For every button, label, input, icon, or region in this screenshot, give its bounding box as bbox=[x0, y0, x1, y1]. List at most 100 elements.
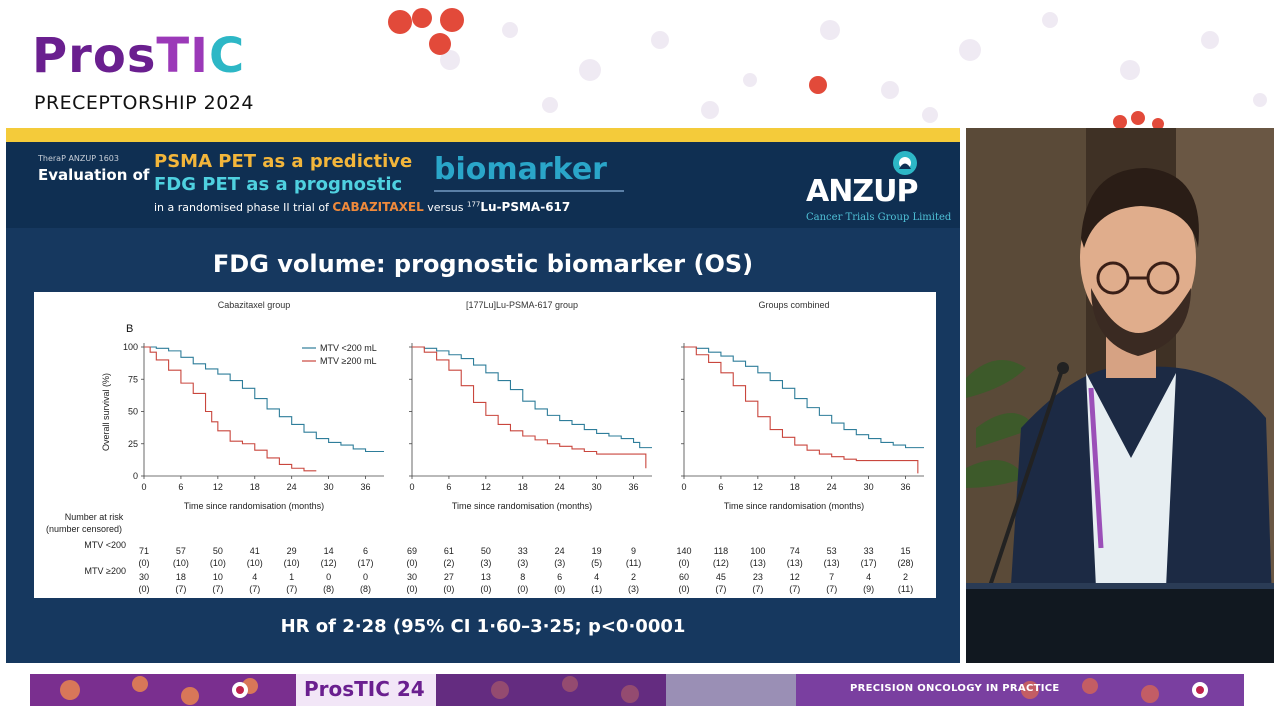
panel-title: Groups combined bbox=[758, 300, 829, 310]
risk-count-high: 1 bbox=[289, 572, 294, 582]
risk-count-high: 45 bbox=[716, 572, 726, 582]
risk-count-low: 74 bbox=[790, 546, 800, 556]
censored-count-high: (7) bbox=[789, 584, 800, 594]
km-curve-mtv-low bbox=[412, 346, 652, 449]
x-tick-label: 24 bbox=[827, 482, 837, 492]
risk-count-low: 69 bbox=[407, 546, 417, 556]
censored-count-low: (13) bbox=[787, 558, 803, 568]
prostic-brand: ProsTIC PRECEPTORSHIP 2024 bbox=[32, 28, 272, 118]
risk-count-high: 13 bbox=[481, 572, 491, 582]
y-tick-label: 25 bbox=[128, 439, 138, 449]
banner-logo-text: ProsTIC 24 bbox=[304, 677, 425, 701]
censored-count-low: (12) bbox=[713, 558, 729, 568]
risk-count-high: 2 bbox=[903, 572, 908, 582]
censored-count-low: (10) bbox=[210, 558, 226, 568]
x-tick-label: 24 bbox=[555, 482, 565, 492]
risk-count-high: 7 bbox=[829, 572, 834, 582]
risk-count-low: 118 bbox=[714, 546, 728, 556]
panel-title: Cabazitaxel group bbox=[218, 300, 291, 310]
censored-count-high: (0) bbox=[443, 584, 454, 594]
cell-background-graphic bbox=[388, 8, 1267, 128]
risk-count-high: 60 bbox=[679, 572, 689, 582]
x-tick-label: 36 bbox=[629, 482, 639, 492]
header-line-prognostic: FDG PET as a prognostic bbox=[154, 174, 403, 195]
censored-count-high: (7) bbox=[212, 584, 223, 594]
risk-count-low: 14 bbox=[324, 546, 334, 556]
censored-count-high: (7) bbox=[752, 584, 763, 594]
censored-count-low: (13) bbox=[824, 558, 840, 568]
risk-row-label-low: MTV <200 bbox=[84, 540, 126, 550]
x-tick-label: 30 bbox=[592, 482, 602, 492]
slide-title: FDG volume: prognostic biomarker (OS) bbox=[212, 250, 754, 278]
risk-count-low: 29 bbox=[287, 546, 297, 556]
risk-count-high: 23 bbox=[753, 572, 763, 582]
censored-count-high: (0) bbox=[554, 584, 565, 594]
km-curve-mtv-low bbox=[684, 346, 924, 449]
risk-count-low: 33 bbox=[864, 546, 874, 556]
presentation-slide: TheraP ANZUP 1603 Evaluation of PSMA PET… bbox=[6, 128, 960, 663]
censored-count-low: (10) bbox=[173, 558, 189, 568]
risk-count-low: 15 bbox=[901, 546, 911, 556]
risk-count-high: 30 bbox=[139, 572, 149, 582]
x-tick-label: 0 bbox=[409, 482, 414, 492]
km-curve-mtv-high bbox=[412, 346, 647, 469]
x-tick-label: 12 bbox=[213, 482, 223, 492]
x-tick-label: 6 bbox=[446, 482, 451, 492]
risk-row-label-high: MTV ≥200 bbox=[85, 566, 126, 576]
y-tick-label: 100 bbox=[123, 342, 138, 352]
risk-count-low: 61 bbox=[444, 546, 454, 556]
drug-cabazitaxel: CABAZITAXEL bbox=[332, 200, 424, 214]
km-curve-mtv-high bbox=[684, 346, 919, 474]
anzup-emblem-icon bbox=[893, 151, 917, 175]
risk-count-low: 6 bbox=[363, 546, 368, 556]
isotope-superscript: 177 bbox=[467, 200, 481, 209]
censored-count-low: (10) bbox=[284, 558, 300, 568]
censored-count-high: (0) bbox=[517, 584, 528, 594]
risk-count-high: 4 bbox=[252, 572, 257, 582]
banner-tagline: PRECISION ONCOLOGY IN PRACTICE bbox=[850, 683, 1060, 694]
risk-count-low: 50 bbox=[481, 546, 491, 556]
censored-count-high: (0) bbox=[407, 584, 418, 594]
censored-count-high: (1) bbox=[591, 584, 602, 594]
x-tick-label: 18 bbox=[250, 482, 260, 492]
legend-label-high: MTV ≥200 mL bbox=[320, 356, 376, 366]
censored-count-high: (7) bbox=[286, 584, 297, 594]
censored-count-low: (10) bbox=[247, 558, 263, 568]
censored-count-low: (28) bbox=[898, 558, 914, 568]
risk-count-low: 140 bbox=[676, 546, 691, 556]
risk-count-low: 71 bbox=[139, 546, 149, 556]
censored-count-low: (13) bbox=[750, 558, 766, 568]
preceptorship-subtitle: PRECEPTORSHIP 2024 bbox=[34, 92, 254, 114]
censored-count-high: (0) bbox=[139, 584, 150, 594]
censored-count-high: (7) bbox=[175, 584, 186, 594]
risk-count-high: 30 bbox=[407, 572, 417, 582]
risk-count-high: 27 bbox=[444, 572, 454, 582]
trial-prefix: in a randomised phase II trial of bbox=[154, 201, 329, 214]
risk-count-low: 100 bbox=[750, 546, 765, 556]
censored-count-low: (0) bbox=[139, 558, 150, 568]
speaker-video bbox=[966, 128, 1274, 663]
y-tick-label: 75 bbox=[128, 374, 138, 384]
risk-count-high: 6 bbox=[557, 572, 562, 582]
x-tick-label: 0 bbox=[141, 482, 146, 492]
x-tick-label: 24 bbox=[287, 482, 297, 492]
km-curve-mtv-low bbox=[144, 346, 384, 453]
anzup-subtitle: Cancer Trials Group Limited bbox=[806, 212, 952, 223]
risk-count-high: 4 bbox=[866, 572, 871, 582]
versus-word: versus bbox=[427, 201, 464, 214]
censored-count-low: (17) bbox=[358, 558, 374, 568]
x-tick-label: 18 bbox=[518, 482, 528, 492]
risk-count-low: 57 bbox=[176, 546, 186, 556]
x-tick-label: 6 bbox=[178, 482, 183, 492]
x-tick-label: 30 bbox=[324, 482, 334, 492]
risk-count-high: 4 bbox=[594, 572, 599, 582]
km-figure: B Cabazitaxel group 0 25 50 75 100 0 6 12 18 24 30 36… bbox=[34, 292, 936, 598]
censored-count-low: (5) bbox=[591, 558, 602, 568]
censored-count-high: (7) bbox=[249, 584, 260, 594]
risk-count-low: 19 bbox=[592, 546, 602, 556]
censored-count-low: (17) bbox=[861, 558, 877, 568]
censored-count-low: (3) bbox=[480, 558, 491, 568]
censored-count-high: (11) bbox=[898, 584, 913, 594]
slide-accent-bar bbox=[6, 128, 960, 142]
